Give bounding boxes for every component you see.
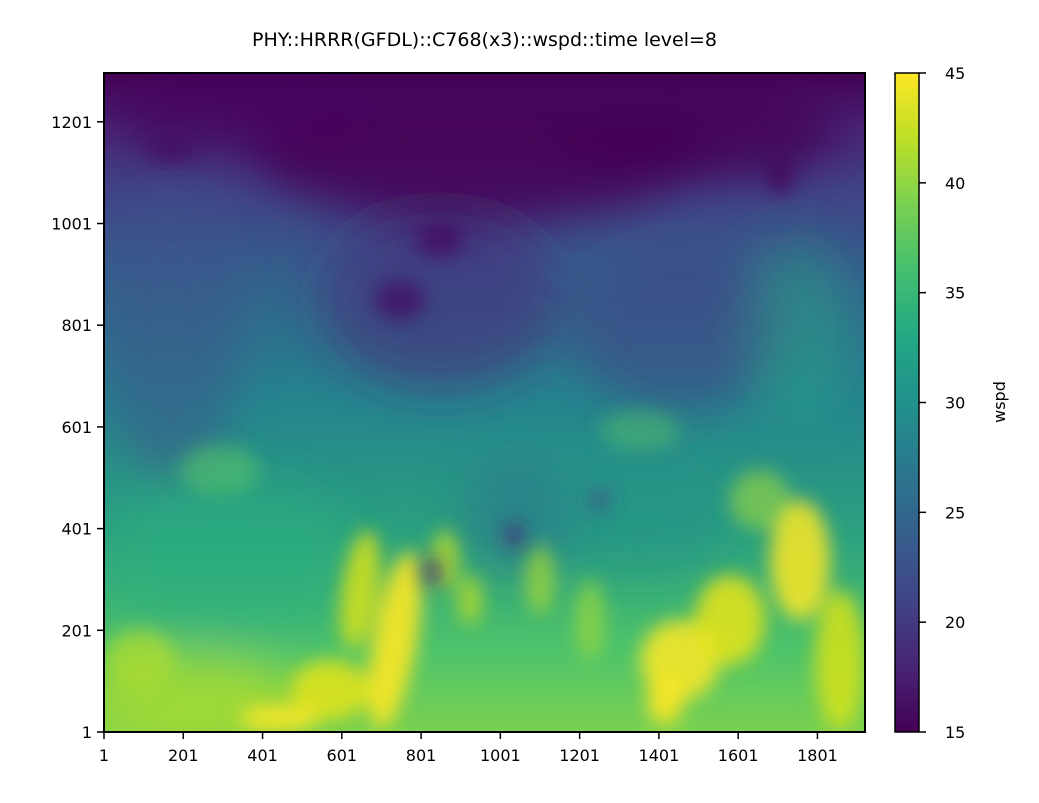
colorbar-gradient [895,73,919,732]
chart-title: PHY::HRRR(GFDL)::C768(x3)::wspd::time le… [251,29,718,51]
x-tick-label: 1801 [797,746,838,765]
y-tick-label: 601 [61,418,92,437]
heatmap-field [104,73,865,732]
colorbar-label: wspd [990,381,1009,423]
y-tick-label: 201 [61,621,92,640]
x-axis-ticks: 1 201 401 601 801 1001 1201 1401 1601 1801 [99,732,838,765]
y-tick-label: 1001 [51,215,92,234]
colorbar-tick-label: 20 [945,613,965,632]
x-tick-label: 401 [247,746,278,765]
colorbar-tick-label: 35 [945,284,965,303]
x-tick-label: 801 [406,746,437,765]
plot-area: 1 201 401 601 801 1001 1201 1401 1601 1801 120140… [51,72,866,765]
x-tick-label: 1601 [718,746,759,765]
x-tick-label: 201 [168,746,199,765]
colorbar-tick-label: 25 [945,503,965,522]
colorbar-tick-label: 30 [945,394,965,413]
plot-frame [103,72,866,733]
x-tick-label: 601 [327,746,358,765]
x-tick-label: 1401 [639,746,680,765]
colorbar-tick-label: 45 [945,64,965,83]
y-tick-label: 801 [61,316,92,335]
y-tick-label: 401 [61,520,92,539]
heatmap-pockets [145,138,792,586]
x-tick-label: 1 [99,746,109,765]
colorbar-ticks: 15 20 25 30 35 40 45 [919,64,965,742]
colorbar: 15 20 25 30 35 40 45 wspd [894,64,1009,742]
heatmap-streaks [105,410,865,732]
x-tick-label: 1201 [559,746,600,765]
colorbar-tick-label: 15 [945,723,965,742]
x-tick-label: 1001 [480,746,521,765]
colorbar-tick-label: 40 [945,174,965,193]
y-tick-label: 1 [82,723,92,742]
y-tick-label: 1201 [51,113,92,132]
